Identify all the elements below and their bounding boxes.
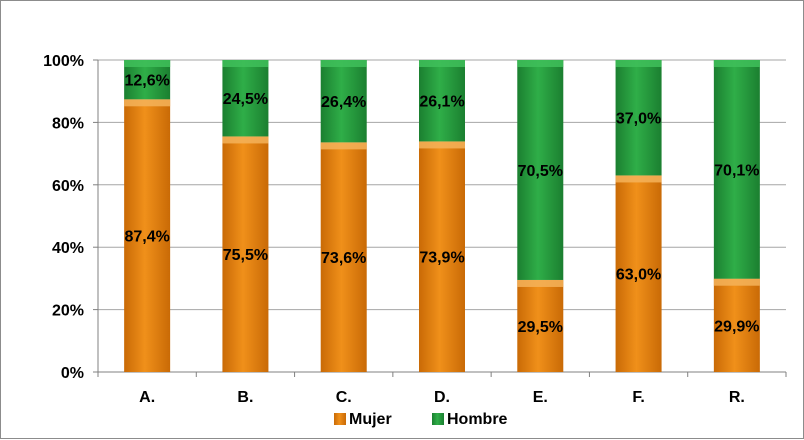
bar-mujer-4: [419, 141, 465, 372]
bar-top-bevel: [713, 278, 760, 286]
bar-mujer-2: [222, 136, 269, 372]
legend-label-mujer: Mujer: [349, 411, 392, 428]
data-label-hombre: 12,6%: [124, 73, 169, 90]
y-tick-label: 60%: [52, 178, 84, 195]
data-label-mujer: 29,5%: [518, 319, 563, 336]
bar-top-bevel: [615, 175, 662, 183]
bar-mujer-7: [713, 278, 760, 372]
bar-top-bevel: [517, 60, 564, 67]
y-tick-label: 100%: [43, 53, 84, 70]
data-label-hombre: 24,5%: [223, 91, 268, 108]
bar-top-bevel: [124, 99, 171, 107]
bar-hombre-5: [517, 60, 564, 280]
bar-hombre-7: [713, 60, 760, 279]
bar-mujer-6: [615, 175, 662, 372]
data-label-mujer: 75,5%: [223, 247, 268, 264]
bar-hombre-4: [419, 60, 465, 142]
x-tick-label: F.: [632, 389, 644, 406]
bar-top-bevel: [222, 60, 269, 67]
data-label-hombre: 26,4%: [321, 94, 366, 111]
bar-hombre-6: [615, 60, 662, 176]
bar-hombre-2: [222, 60, 269, 137]
y-tick-label: 40%: [52, 240, 84, 257]
data-label-hombre: 37,0%: [616, 111, 661, 128]
bar-top-bevel: [222, 136, 269, 144]
data-labels: 87,4% 12,6% 75,5% 24,5% 73,6% 26,4% 73,9% 26,1%…: [124, 73, 759, 336]
data-label-hombre: 26,1%: [419, 94, 464, 111]
bar-top-bevel: [517, 279, 564, 287]
x-tick-label: B.: [237, 389, 253, 406]
bar-hombre-3: [320, 60, 367, 143]
data-label-hombre: 70,5%: [518, 163, 563, 180]
axes: 0% 20% 40% 60% 80% 100% A. B. C. D. E. F. R.: [43, 53, 787, 406]
data-label-mujer: 29,9%: [714, 318, 759, 335]
data-label-mujer: 73,6%: [321, 250, 366, 267]
bar-top-bevel: [320, 142, 367, 150]
legend-swatch-hombre: [432, 413, 444, 425]
y-tick-label: 80%: [52, 115, 84, 132]
data-label-mujer: 63,0%: [616, 267, 661, 284]
data-label-mujer: 87,4%: [124, 229, 169, 246]
y-tick-label: 20%: [52, 303, 84, 320]
bar-top-bevel: [124, 60, 171, 67]
legend-swatch-mujer: [334, 413, 346, 425]
legend-label-hombre: Hombre: [447, 411, 508, 428]
bar-mujer-3: [320, 142, 367, 372]
x-tick-label: A.: [139, 389, 155, 406]
bar-mujer-5: [517, 279, 564, 372]
x-tick-label: C.: [336, 389, 352, 406]
bar-top-bevel: [419, 141, 465, 149]
x-tick-label: E.: [533, 389, 548, 406]
bar-mujer-1: [124, 99, 171, 372]
x-tick-label: R.: [729, 389, 745, 406]
bar-top-bevel: [615, 60, 662, 67]
data-label-hombre: 70,1%: [714, 162, 759, 179]
bar-top-bevel: [419, 60, 465, 67]
bar-top-bevel: [320, 60, 367, 67]
data-label-mujer: 73,9%: [419, 250, 464, 267]
x-tick-label: D.: [434, 389, 450, 406]
y-tick-label: 0%: [61, 365, 84, 382]
legend: Mujer Hombre: [334, 411, 508, 428]
bars: [124, 60, 760, 372]
bar-top-bevel: [713, 60, 760, 67]
